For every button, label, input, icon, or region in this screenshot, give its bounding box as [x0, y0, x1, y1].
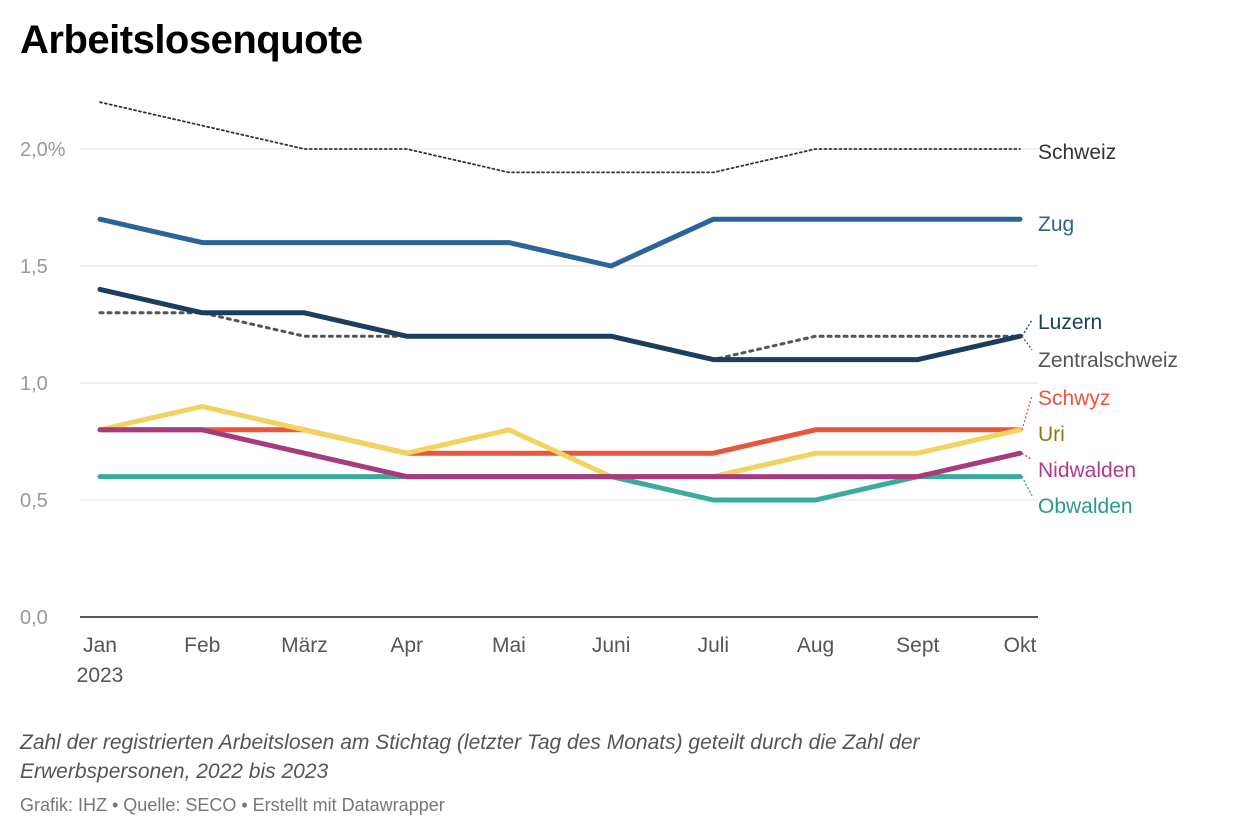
y-tick-label: 1,0 — [20, 373, 48, 395]
series-line-zug — [97, 216, 1023, 269]
x-tick-label: Mai — [492, 634, 526, 657]
series-label-connector — [1021, 476, 1033, 497]
y-tick-label: 1,5 — [20, 256, 48, 278]
series-label-obwalden: Obwalden — [1038, 495, 1133, 518]
series-label-uri: Uri — [1038, 423, 1065, 446]
series-line-uri — [97, 403, 1023, 480]
series-label-connector — [1021, 452, 1033, 461]
series-label-zentralschweiz: Zentralschweiz — [1038, 349, 1178, 372]
series-label-schwyz: Schwyz — [1038, 387, 1110, 410]
y-tick-label: 0,5 — [20, 490, 48, 512]
series-line-schwyz — [97, 427, 1023, 456]
series-line-obwalden — [97, 474, 1023, 503]
chart-notes: Zahl der registrierten Arbeitslosen am S… — [20, 731, 920, 783]
series-label-nidwalden: Nidwalden — [1038, 459, 1136, 482]
series-line-schweiz — [99, 101, 1021, 174]
series-label-schweiz: Schweiz — [1038, 141, 1116, 164]
chart-credits: Grafik: IHZ • Quelle: SECO • Erstellt mi… — [20, 795, 445, 815]
x-tick-label: Juni — [592, 634, 631, 657]
x-tick-label: Okt — [1004, 634, 1037, 657]
x-tick-label: Apr — [390, 634, 423, 657]
series-label-zug: Zug — [1038, 213, 1074, 236]
series-label-connector — [1021, 319, 1033, 337]
x-tick-label: Juli — [698, 634, 730, 657]
x-tick-year-label: 2023 — [77, 664, 124, 687]
y-tick-label: 2,0% — [20, 139, 66, 161]
x-tick-label: Aug — [797, 634, 834, 657]
y-tick-label: 0,0 — [20, 607, 48, 629]
x-tick-label: Sept — [896, 634, 939, 657]
x-tick-label: März — [281, 634, 328, 657]
series-label-connector — [1021, 395, 1033, 430]
series-line-nidwalden — [97, 427, 1023, 480]
series-line-luzern — [97, 286, 1023, 363]
chart-title: Arbeitslosenquote — [20, 18, 363, 62]
series-label-luzern: Luzern — [1038, 311, 1102, 334]
x-tick-label: Feb — [184, 634, 220, 657]
x-axis: Jan Feb März Apr Mai Juni Juli Aug Sept Okt 2023 — [77, 634, 1037, 687]
series-labels: Schweiz Zentralschweiz Zug Luzern Schwyz Uri O… — [1021, 141, 1178, 518]
series-label-connector — [1021, 335, 1033, 351]
x-tick-label: Jan — [83, 634, 117, 657]
gridlines: 0,0 0,5 1,0 1,5 2,0% — [20, 139, 1038, 629]
series-lines — [97, 101, 1023, 503]
